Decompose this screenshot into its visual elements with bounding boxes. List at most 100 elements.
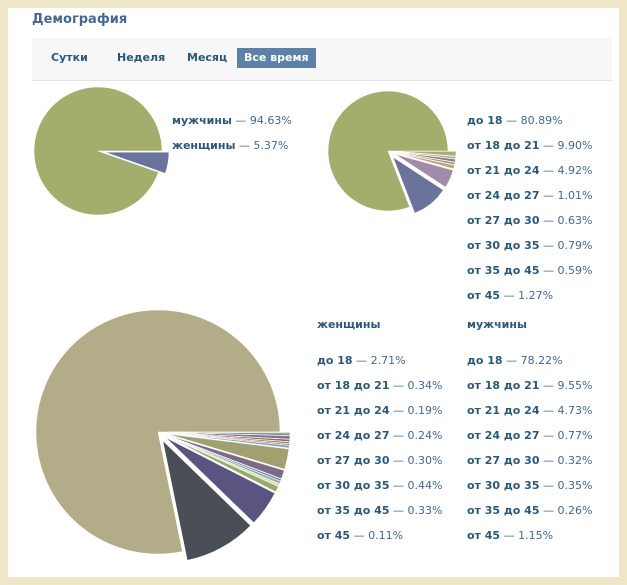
legend-value: 0.26% bbox=[539, 504, 592, 517]
pie-slice bbox=[167, 433, 290, 470]
legend-value: 4.92% bbox=[539, 164, 592, 177]
legend-label: от 30 до 35 bbox=[317, 479, 390, 492]
pie-slice bbox=[395, 154, 454, 188]
legend-label: от 24 до 27 bbox=[467, 429, 540, 442]
legend-value: 0.44% bbox=[389, 479, 442, 492]
legend-value: 1.27% bbox=[500, 289, 553, 302]
pie-slice bbox=[395, 152, 456, 166]
legend-value: 78.22% bbox=[503, 354, 563, 367]
series-name: женщины bbox=[317, 318, 381, 331]
legend-entry: от 27 до 300.32% bbox=[467, 454, 592, 467]
legend-label: от 35 до 45 bbox=[467, 504, 540, 517]
legend-label: от 18 до 21 bbox=[317, 379, 390, 392]
legend-label: женщины bbox=[172, 139, 236, 152]
legend-entry: от 24 до 271.01% bbox=[467, 189, 592, 202]
legend-value: 0.32% bbox=[539, 454, 592, 467]
legend-label: от 30 до 35 bbox=[467, 479, 540, 492]
pie-slice bbox=[327, 90, 449, 212]
pie-slice bbox=[33, 86, 163, 216]
legend-entry: от 30 до 350.79% bbox=[467, 239, 592, 252]
tab-bar: Сутки Неделя Месяц Все время bbox=[32, 38, 612, 81]
pie-slice bbox=[167, 435, 282, 482]
pie-slice bbox=[104, 151, 170, 174]
legend-value: 80.89% bbox=[503, 114, 563, 127]
legend-label: до 18 bbox=[317, 354, 353, 367]
legend-value: 94.63% bbox=[232, 114, 292, 127]
legend-label: от 35 до 45 bbox=[317, 504, 390, 517]
legend-label: от 21 до 24 bbox=[467, 404, 540, 417]
legend-entry: до 182.71% bbox=[317, 354, 406, 367]
legend-entry: от 451.15% bbox=[467, 529, 553, 542]
legend-value: 0.19% bbox=[389, 404, 442, 417]
pie-slice bbox=[395, 151, 456, 163]
legend-entry: от 450.11% bbox=[317, 529, 403, 542]
legend-value: 0.11% bbox=[350, 529, 403, 542]
legend-entry: от 35 до 450.33% bbox=[317, 504, 442, 517]
legend-value: 0.33% bbox=[389, 504, 442, 517]
legend-label: от 21 до 24 bbox=[317, 404, 390, 417]
pie-slice bbox=[395, 151, 457, 157]
pie-slice bbox=[165, 437, 276, 524]
legend-value: 9.55% bbox=[539, 379, 592, 392]
pie-slice bbox=[395, 152, 455, 170]
pie-slice bbox=[162, 440, 251, 561]
legend-entry: от 21 до 240.19% bbox=[317, 404, 442, 417]
legend-entry: от 451.27% bbox=[467, 289, 553, 302]
legend-label: мужчины bbox=[172, 114, 232, 127]
legend-entry: мужчины94.63% bbox=[172, 114, 292, 127]
legend-value: 0.24% bbox=[389, 429, 442, 442]
legend-entry: от 27 до 300.63% bbox=[467, 214, 592, 227]
legend-value: 0.35% bbox=[539, 479, 592, 492]
legend-entry: от 30 до 350.35% bbox=[467, 479, 592, 492]
legend-label: от 27 до 30 bbox=[467, 214, 540, 227]
legend-value: 5.37% bbox=[235, 139, 288, 152]
legend-entry: от 18 до 210.34% bbox=[317, 379, 442, 392]
legend-value: 0.63% bbox=[539, 214, 592, 227]
pie-slice bbox=[166, 436, 279, 493]
legend-label: от 27 до 30 bbox=[317, 454, 390, 467]
legend-entry: от 30 до 350.44% bbox=[317, 479, 442, 492]
legend-value: 0.77% bbox=[539, 429, 592, 442]
legend-label: от 45 bbox=[467, 529, 501, 542]
legend-entry: до 1878.22% bbox=[467, 354, 563, 367]
legend-value: 4.73% bbox=[539, 404, 592, 417]
legend-label: от 21 до 24 bbox=[467, 164, 540, 177]
legend-value: 0.59% bbox=[539, 264, 592, 277]
legend-label: от 18 до 21 bbox=[467, 379, 540, 392]
legend-entry: женщины5.37% bbox=[172, 139, 288, 152]
legend-value: 9.90% bbox=[539, 139, 592, 152]
legend-entry: от 21 до 244.73% bbox=[467, 404, 592, 417]
legend-label: от 30 до 35 bbox=[467, 239, 540, 252]
pie-slice bbox=[35, 309, 281, 555]
pie-slice bbox=[392, 156, 444, 214]
legend-label: от 27 до 30 bbox=[467, 454, 540, 467]
legend-label: от 45 bbox=[317, 529, 351, 542]
legend-entry: от 24 до 270.24% bbox=[317, 429, 442, 442]
legend-entry: от 35 до 450.26% bbox=[467, 504, 592, 517]
pie-slice bbox=[167, 431, 291, 434]
legend-value: 2.71% bbox=[353, 354, 406, 367]
title: Демография bbox=[32, 12, 128, 27]
legend-value: 0.30% bbox=[389, 454, 442, 467]
legend-value: 1.01% bbox=[539, 189, 592, 202]
legend-entry: от 21 до 244.92% bbox=[467, 164, 592, 177]
legend-value: 0.34% bbox=[389, 379, 442, 392]
charts bbox=[33, 86, 457, 561]
legend-label: от 24 до 27 bbox=[317, 429, 390, 442]
legend-label: от 18 до 21 bbox=[467, 139, 540, 152]
legend-value: 1.15% bbox=[500, 529, 553, 542]
pie-slice bbox=[395, 151, 457, 160]
legend-entry: от 35 до 450.59% bbox=[467, 264, 592, 277]
tab[interactable]: Сутки bbox=[51, 51, 88, 64]
legend-label: до 18 bbox=[467, 354, 503, 367]
legend-entry: от 27 до 300.30% bbox=[317, 454, 442, 467]
tab[interactable]: Месяц bbox=[187, 51, 228, 64]
tab[interactable]: Все время bbox=[237, 48, 316, 68]
legend-value: 0.79% bbox=[539, 239, 592, 252]
tab[interactable]: Неделя bbox=[117, 51, 166, 64]
legend-entry: от 18 до 219.55% bbox=[467, 379, 592, 392]
legend-entry: от 18 до 219.90% bbox=[467, 139, 592, 152]
pie-slice bbox=[167, 434, 285, 480]
legend-label: от 35 до 45 bbox=[467, 264, 540, 277]
